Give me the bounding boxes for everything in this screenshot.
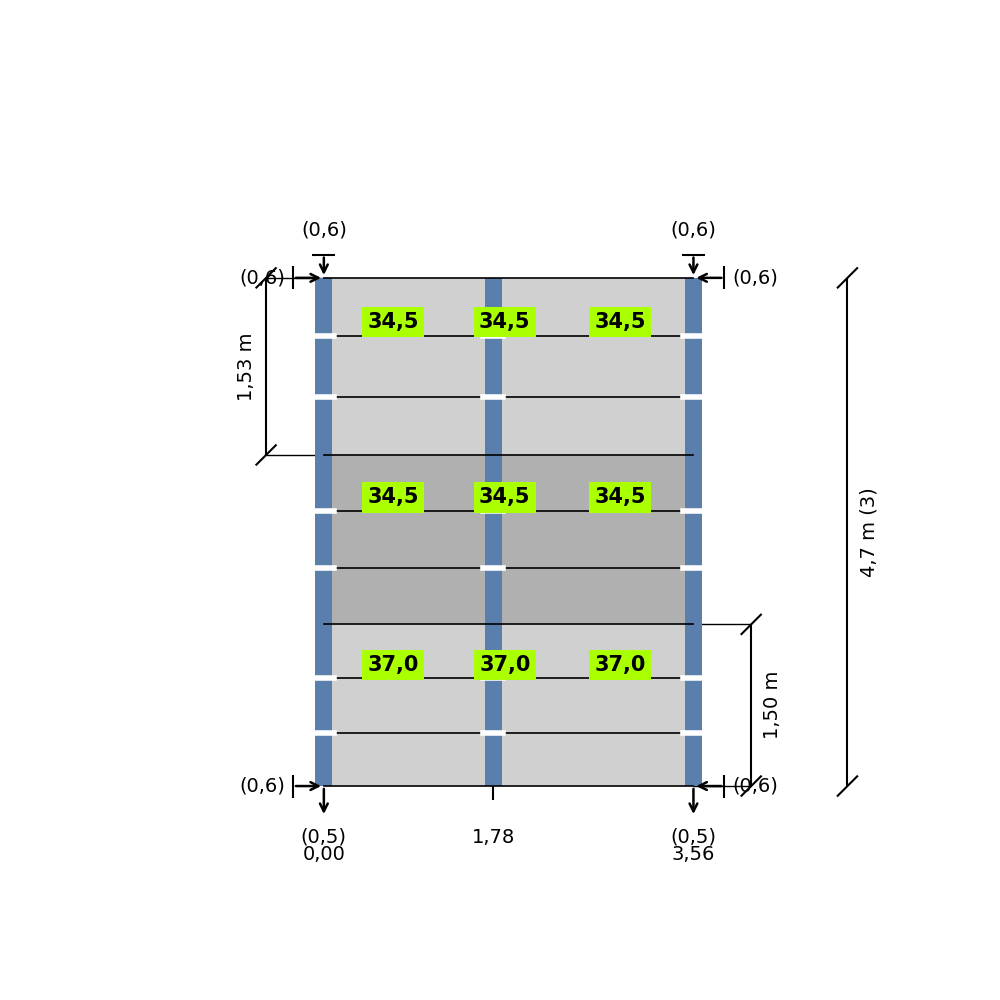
Text: (0,6): (0,6)	[732, 268, 778, 287]
Text: (0,5): (0,5)	[670, 828, 716, 847]
Bar	[324, 624, 693, 786]
Text: 34,5: 34,5	[367, 487, 419, 507]
Text: 1,50 m: 1,50 m	[763, 671, 782, 739]
Text: 34,5: 34,5	[479, 312, 531, 332]
Text: (0,6): (0,6)	[239, 777, 285, 796]
Bar	[485, 278, 502, 786]
Text: 34,5: 34,5	[595, 312, 646, 332]
Bar	[324, 455, 693, 624]
Text: 34,5: 34,5	[479, 487, 531, 507]
Text: 0,00: 0,00	[302, 845, 345, 864]
Text: 37,0: 37,0	[479, 655, 530, 675]
Text: 34,5: 34,5	[367, 312, 419, 332]
Text: (0,6): (0,6)	[301, 220, 347, 239]
Text: 1,78: 1,78	[472, 828, 515, 847]
Bar	[685, 278, 702, 786]
Text: 4,7 m (3): 4,7 m (3)	[860, 487, 879, 577]
Text: (0,5): (0,5)	[301, 828, 347, 847]
Bar	[324, 278, 693, 455]
Bar	[315, 278, 332, 786]
Text: 34,5: 34,5	[595, 487, 646, 507]
Text: 37,0: 37,0	[367, 655, 419, 675]
Text: 37,0: 37,0	[595, 655, 646, 675]
Text: (0,6): (0,6)	[732, 777, 778, 796]
Text: 3,56: 3,56	[672, 845, 715, 864]
Text: 1,53 m: 1,53 m	[237, 332, 256, 401]
Text: (0,6): (0,6)	[671, 220, 716, 239]
Text: (0,6): (0,6)	[239, 268, 285, 287]
